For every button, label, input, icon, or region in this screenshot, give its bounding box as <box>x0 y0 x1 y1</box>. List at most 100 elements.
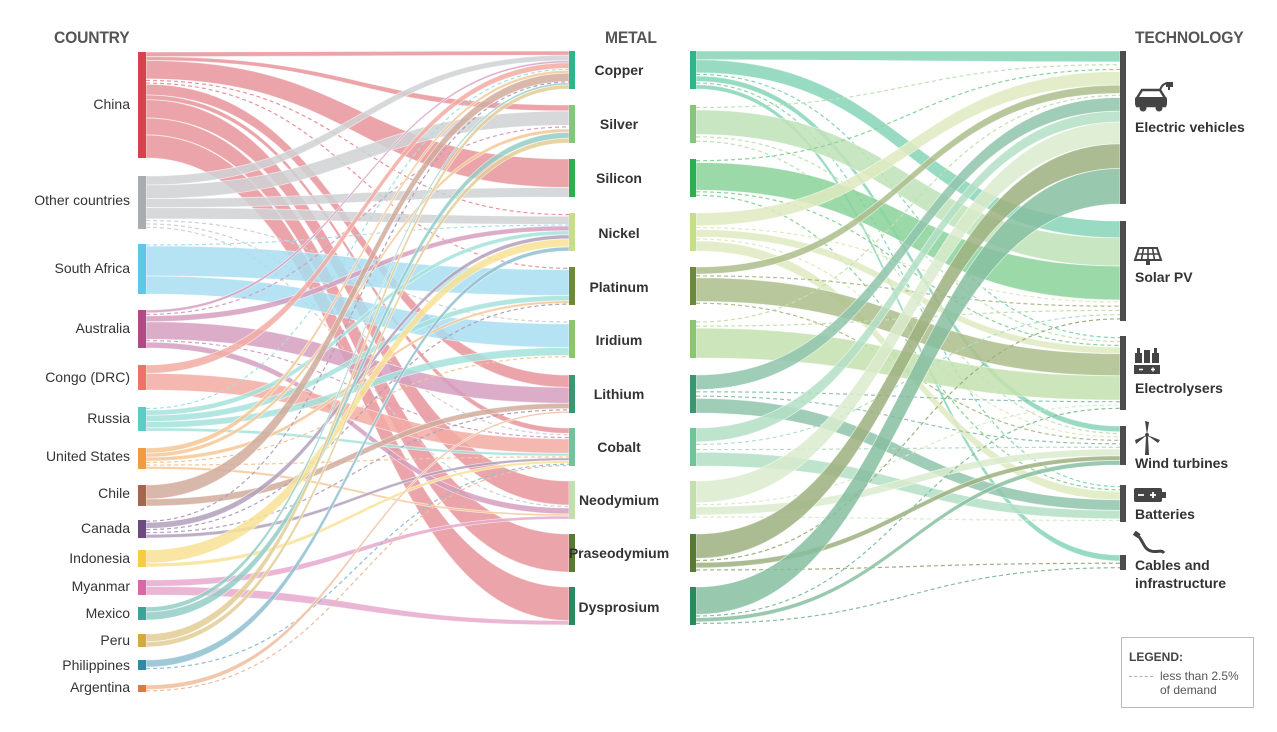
country-label-canada: Canada <box>80 520 130 536</box>
flow-platinum-to-solar-pv-dashed <box>695 275 1121 307</box>
country-header: COUNTRY <box>54 28 130 47</box>
country-node-indonesia <box>138 550 146 567</box>
metal-label-lithium: Lithium <box>593 386 645 402</box>
legend-title: LEGEND: <box>1129 650 1183 664</box>
metal-node-out-copper <box>690 51 696 89</box>
country-node-peru <box>138 634 146 647</box>
flow-china-to-platinum-dashed <box>145 82 570 269</box>
metal-node-in-silver <box>569 105 575 143</box>
technology-node-batteries <box>1120 485 1126 522</box>
metal-node-in-praseodymium <box>569 534 575 572</box>
flow-silver-to-wind-turbines-dashed <box>695 140 1121 435</box>
country-node-congo-drc <box>138 365 146 390</box>
flow-philippines-to-cobalt-dashed <box>145 463 570 670</box>
technology-node-solar-pv <box>1120 221 1126 321</box>
metal-label-iridium: Iridium <box>595 332 643 348</box>
country-node-canada <box>138 520 146 538</box>
technology-header: TECHNOLOGY <box>1135 28 1244 47</box>
tech-label-electrolysers: Electrolysers <box>1135 380 1223 396</box>
metal-label-neodymium: Neodymium <box>578 492 660 508</box>
country-node-china <box>138 52 146 158</box>
sankey-nodes <box>138 51 1126 692</box>
flow-iridium-to-electric-vehicles-dashed <box>695 94 1121 323</box>
country-node-argentina <box>138 685 146 692</box>
electrolyser-icon <box>1134 348 1160 374</box>
flow-canada-to-copper-dashed <box>145 81 570 522</box>
metal-label-platinum: Platinum <box>589 279 649 295</box>
flow-dysprosium-to-cables-and-infrastructure-dashed <box>695 567 1121 625</box>
country-label-argentina: Argentina <box>70 679 130 695</box>
cable-icon <box>1133 531 1166 555</box>
flow-united-states-to-cobalt-dashed <box>145 456 570 466</box>
metal-node-in-silicon <box>569 159 575 197</box>
metal-node-in-iridium <box>569 320 575 358</box>
metal-label-silver: Silver <box>599 116 639 132</box>
metal-node-out-dysprosium <box>690 587 696 625</box>
country-node-other-countries <box>138 176 146 229</box>
country-label-russia: Russia <box>87 410 130 426</box>
tech-label-solar-pv: Solar PV <box>1135 269 1193 285</box>
country-label-china: China <box>93 96 130 112</box>
country-metal-flows <box>145 50 570 692</box>
metal-node-in-cobalt <box>569 428 575 466</box>
flow-praseodymium-to-solar-pv-dashed <box>695 318 1121 562</box>
tech-label-cables-line2: infrastructure <box>1135 575 1227 591</box>
country-label-united-states: United States <box>45 448 130 464</box>
metal-label-copper: Copper <box>594 62 644 78</box>
technology-node-cables-and-infrastructure <box>1120 555 1126 570</box>
metal-label-nickel: Nickel <box>598 225 640 241</box>
flow-copper-to-electrolysers-dashed <box>695 73 1121 339</box>
country-node-south-africa <box>138 244 146 294</box>
tech-label-batteries: Batteries <box>1135 506 1195 522</box>
country-label-indonesia: Indonesia <box>69 550 130 566</box>
metal-node-out-platinum <box>690 267 696 305</box>
metal-technology-flows <box>695 50 1121 625</box>
legend-text: less than 2.5% of demand <box>1160 669 1250 697</box>
country-label-chile: Chile <box>98 485 130 501</box>
flow-silicon-to-electrolysers-dashed <box>695 191 1121 346</box>
country-label-philippines: Philippines <box>62 657 130 673</box>
country-label-australia: Australia <box>75 320 130 336</box>
country-node-myanmar <box>138 580 146 595</box>
tech-label-wind-turbines: Wind turbines <box>1135 455 1229 471</box>
flow-australia-to-silver-dashed <box>145 126 570 315</box>
technology-node-electrolysers <box>1120 336 1126 410</box>
metal-label-praseodymium: Praseodymium <box>568 545 670 561</box>
metal-node-out-lithium <box>690 375 696 413</box>
metal-header: METAL <box>605 28 657 47</box>
flow-dysprosium-to-electrolysers-dashed <box>695 407 1121 617</box>
metal-node-in-dysprosium <box>569 587 575 625</box>
flow-canada-to-platinum-dashed <box>145 303 570 531</box>
metal-node-out-silver <box>690 105 696 143</box>
country-node-chile <box>138 485 146 506</box>
flow-argentina-to-cobalt-dashed <box>145 464 570 692</box>
flow-other-countries-to-neodymium-dashed <box>145 226 570 508</box>
metal-node-in-copper <box>569 51 575 89</box>
electric-vehicle-icon <box>1135 82 1173 112</box>
flow-lithium-to-wind-turbines-dashed <box>695 395 1121 445</box>
battery-icon <box>1134 488 1166 502</box>
legend-text-line1: less than 2.5% <box>1160 669 1239 683</box>
flow-neodymium-to-electrolysers-dashed <box>695 404 1121 506</box>
metal-node-out-praseodymium <box>690 534 696 572</box>
legend-text-line2: of demand <box>1160 683 1217 697</box>
metal-node-in-platinum <box>569 267 575 305</box>
legend: LEGEND: less than 2.5% of demand <box>1121 637 1254 708</box>
country-label-mexico: Mexico <box>85 605 130 621</box>
flow-copper-to-electric-vehicles <box>695 50 1121 63</box>
flow-praseodymium-to-cables-and-infrastructure-dashed <box>695 562 1121 571</box>
metal-node-out-iridium <box>690 320 696 358</box>
flow-canada-to-lithium-dashed <box>145 409 570 534</box>
country-label-south-africa: South Africa <box>54 260 131 276</box>
country-label-congo: Congo (DRC) <box>45 369 130 385</box>
metal-node-out-silicon <box>690 159 696 197</box>
country-label-other-countries: Other countries <box>34 192 130 208</box>
metal-node-out-nickel <box>690 213 696 251</box>
country-node-united-states <box>138 448 146 469</box>
country-node-russia <box>138 407 146 431</box>
metal-node-out-neodymium <box>690 481 696 519</box>
flow-silver-to-electrolysers-dashed <box>695 136 1121 343</box>
country-node-mexico <box>138 607 146 620</box>
flow-silver-to-electric-vehicles-dashed <box>695 64 1121 109</box>
